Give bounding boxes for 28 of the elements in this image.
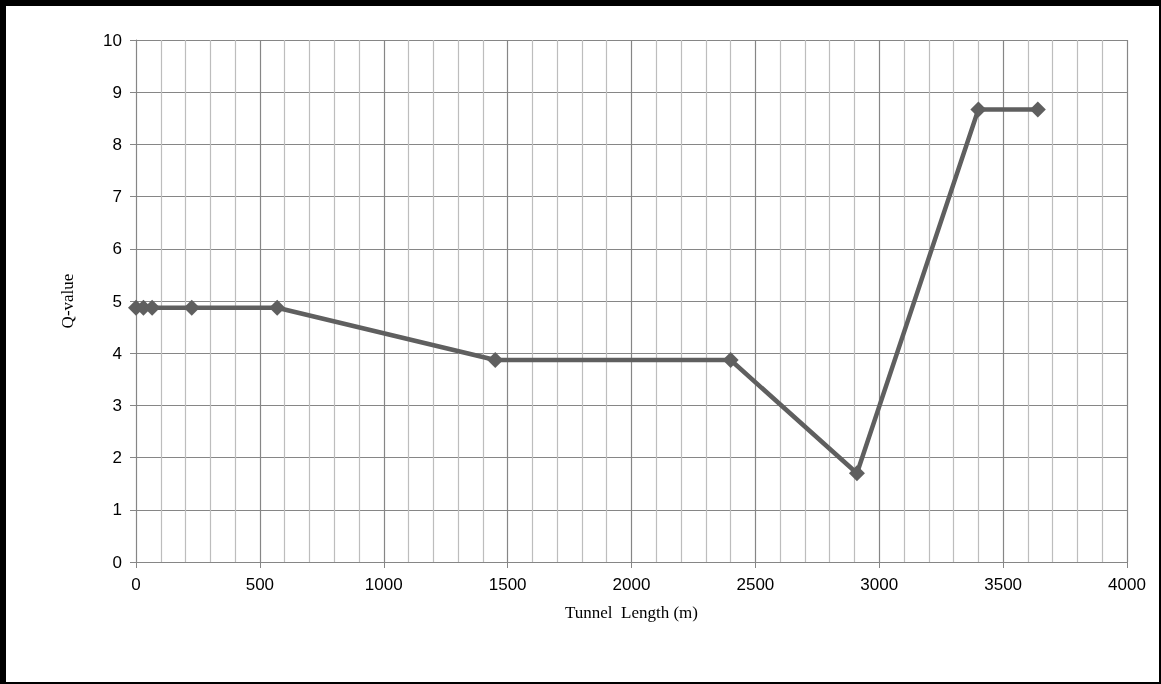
y-tick-label: 3 <box>112 395 122 415</box>
point <box>269 299 286 316</box>
x-tick-label: 500 <box>245 575 275 594</box>
point <box>848 465 865 482</box>
x-tick-label: 3000 <box>860 575 899 594</box>
point <box>1029 101 1046 118</box>
x-axis-title: Tunnel Length (m) <box>564 603 699 622</box>
x-tick-label: 3500 <box>984 575 1023 594</box>
y-tick-label: 8 <box>112 134 122 154</box>
y-tick-label: 10 <box>103 30 122 50</box>
y-tick-label: 0 <box>112 552 122 572</box>
x-tick-label: 0 <box>131 575 141 594</box>
y-tick-label: 9 <box>112 82 122 102</box>
point <box>183 299 200 316</box>
point <box>970 101 987 118</box>
x-tick-label: 2000 <box>612 575 651 594</box>
y-axis-title: Q-value <box>58 273 77 329</box>
y-tick-label: 2 <box>112 448 122 468</box>
x-tick-label: 4000 <box>1108 575 1146 594</box>
y-tick-label: 4 <box>112 343 122 363</box>
x-tick-label: 1500 <box>488 575 527 594</box>
y-tick-label: 6 <box>112 239 122 259</box>
x-tick-label: 1000 <box>364 575 403 594</box>
x-tick-label: 2500 <box>736 575 775 594</box>
y-tick-label: 7 <box>112 187 122 207</box>
y-tick-label: 5 <box>112 291 122 311</box>
y-tick-label: 1 <box>112 500 122 520</box>
point <box>722 351 739 368</box>
